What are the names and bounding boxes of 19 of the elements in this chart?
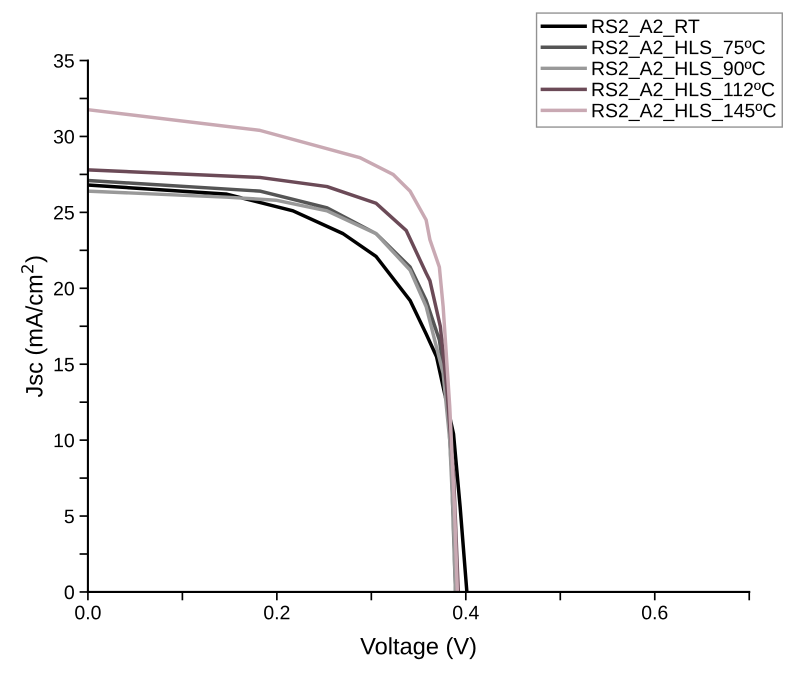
x-tick-label: 0.4 <box>453 606 479 620</box>
y-tick-label: 15 <box>54 358 74 372</box>
x-tick-label: 0.6 <box>642 606 668 620</box>
x-tick-label: 0.0 <box>75 606 101 620</box>
y-tick-label: 30 <box>54 130 74 144</box>
x-axis-title: Voltage (V) <box>360 637 476 660</box>
legend-label: RS2_A2_HLS_112ºC <box>592 82 774 100</box>
legend-label: RS2_A2_RT <box>592 19 700 37</box>
y-tick-label: 10 <box>54 434 74 448</box>
y-axis-title: Jsc (mA/cm$^{2}$) <box>21 256 48 398</box>
x-tick-label: 0.2 <box>264 606 290 620</box>
y-tick-label: 35 <box>54 54 74 68</box>
y-tick-label: 5 <box>64 510 74 524</box>
y-tick-label: 20 <box>54 282 74 296</box>
y-tick-label: 25 <box>54 206 74 220</box>
legend-label: RS2_A2_HLS_75ºC <box>592 40 765 58</box>
legend-label: RS2_A2_HLS_90ºC <box>592 62 765 79</box>
y-tick-label: 0 <box>64 585 74 600</box>
legend-label: RS2_A2_HLS_145ºC <box>592 104 776 122</box>
